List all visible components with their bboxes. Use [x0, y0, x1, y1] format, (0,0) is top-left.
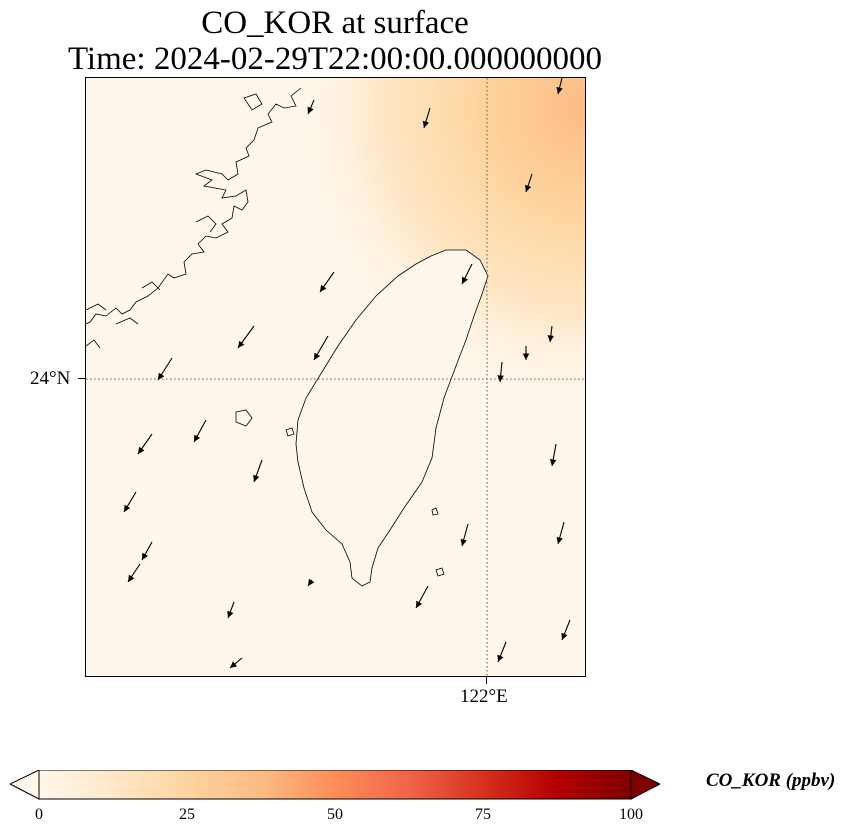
lon-tick-label: 122°E	[460, 686, 508, 707]
penghu-islands	[285, 427, 445, 577]
china-coastline	[86, 87, 302, 325]
colorbar-tick-100: 100	[619, 806, 643, 823]
wind-arrow	[549, 443, 557, 467]
map-panel	[85, 77, 586, 677]
wind-arrow	[141, 541, 153, 561]
wind-arrow	[123, 491, 137, 513]
wind-vectors	[123, 78, 571, 669]
colorbar-label: CO_KOR (ppbv)	[706, 770, 836, 791]
wind-arrow	[497, 361, 504, 383]
wind-arrow	[319, 271, 335, 293]
wind-arrow	[497, 641, 507, 663]
lat-tick-label: 24°N	[30, 368, 71, 389]
map-title-variable: CO_KOR at surface	[201, 5, 469, 41]
wind-arrow	[415, 585, 429, 609]
wind-arrow	[307, 99, 315, 115]
wind-arrow	[547, 325, 555, 343]
wind-arrow	[127, 563, 141, 583]
colorbar-tick-50: 50	[327, 806, 343, 823]
wind-arrow	[313, 335, 329, 361]
colorbar-low-extend	[8, 769, 40, 800]
island-outline	[235, 409, 253, 427]
wind-arrow	[137, 433, 153, 455]
wind-arrow	[461, 263, 473, 285]
wind-arrow	[556, 78, 563, 95]
wind-arrow	[157, 357, 173, 381]
wind-arrow	[307, 578, 315, 587]
wind-arrow	[227, 601, 235, 619]
map-canvas	[86, 78, 585, 676]
colorbar-tick-0: 0	[35, 806, 43, 823]
wind-arrow	[561, 619, 571, 641]
wind-arrow	[460, 523, 469, 547]
wind-arrow	[524, 173, 533, 193]
lat-tick	[78, 378, 85, 379]
taiwan-coastline	[295, 249, 489, 587]
colorbar-high-extend	[630, 769, 662, 800]
wind-arrow	[422, 107, 431, 129]
wind-arrow	[237, 325, 255, 349]
wind-arrow	[193, 419, 207, 443]
china-coastline-bays	[86, 93, 263, 349]
colorbar	[8, 769, 662, 800]
map-title-time: Time: 2024-02-29T22:00:00.000000000	[67, 41, 603, 77]
wind-arrow	[556, 521, 565, 545]
wind-arrow	[229, 657, 243, 669]
lon-tick	[486, 677, 487, 684]
colorbar-tick-75: 75	[475, 806, 491, 823]
wind-arrow	[253, 459, 263, 483]
colorbar-gradient	[38, 769, 632, 800]
colorbar-tick-25: 25	[179, 806, 195, 823]
